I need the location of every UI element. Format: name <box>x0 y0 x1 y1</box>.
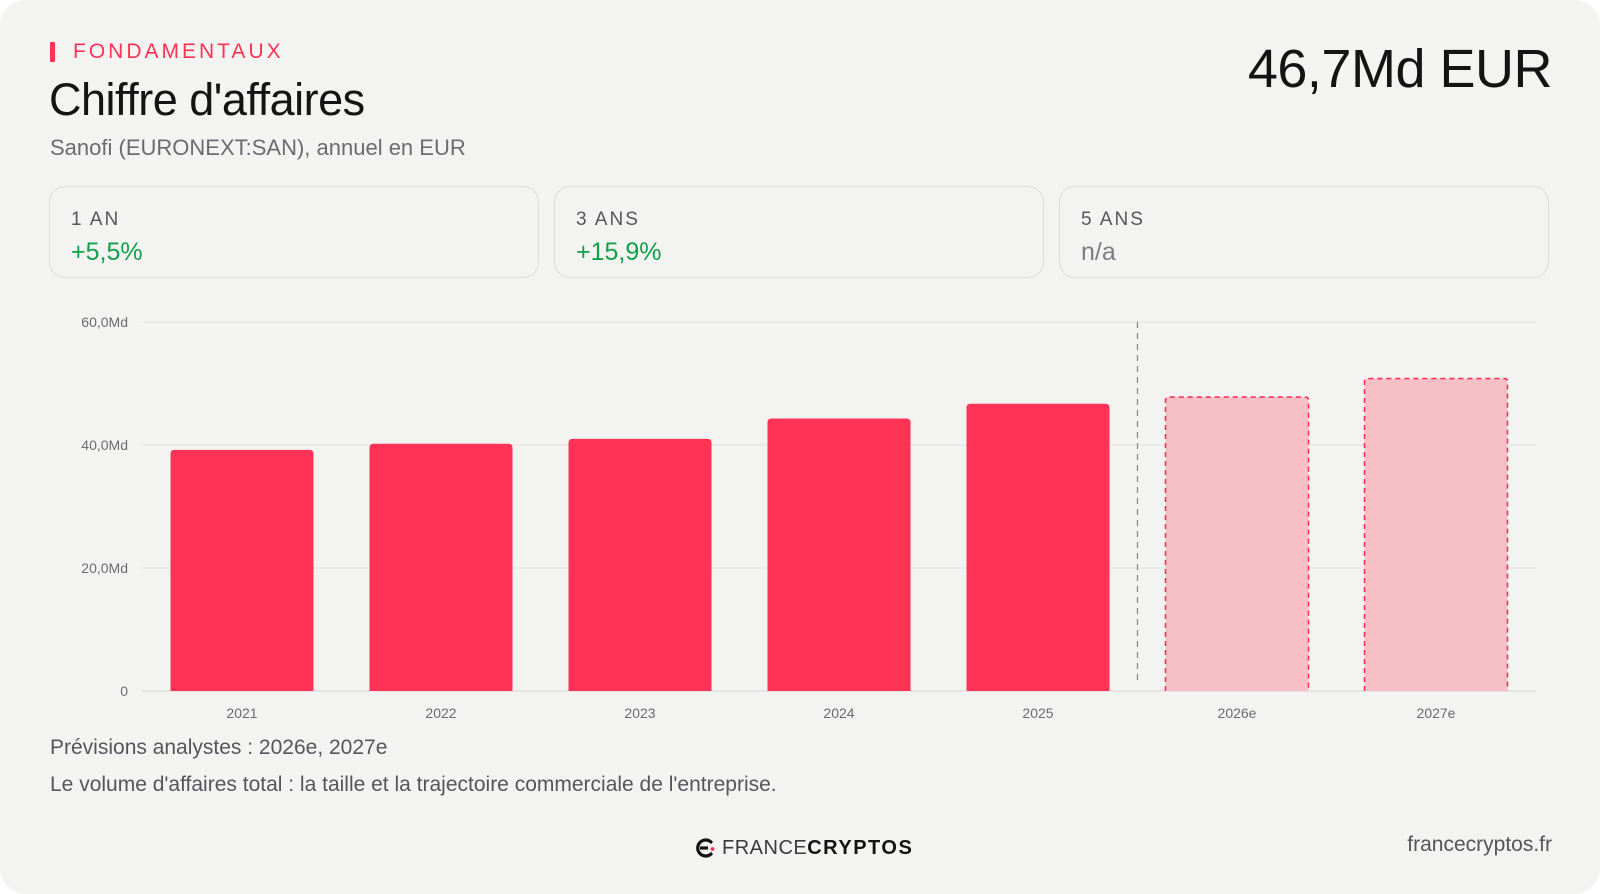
stat-label: 5 ANS <box>1081 209 1145 230</box>
bar <box>767 418 911 691</box>
x-tick-label: 2021 <box>226 705 257 721</box>
stat-label: 3 ANS <box>576 209 640 230</box>
y-tick-label: 60,0Md <box>81 314 128 330</box>
x-tick-label: 2023 <box>624 705 655 721</box>
x-tick-label: 2022 <box>425 705 456 721</box>
x-tick-label: 2025 <box>1022 705 1053 721</box>
forecast-bar <box>1164 396 1310 691</box>
site-link[interactable]: francecryptos.fr <box>1407 833 1552 856</box>
brand-logo: FRANCE CRYPTOS <box>694 833 913 863</box>
stat-value: n/a <box>1081 238 1116 266</box>
y-tick-label: 0 <box>120 683 128 699</box>
x-tick-label: 2024 <box>823 705 854 721</box>
eyebrow-label: FONDAMENTAUX <box>73 40 284 63</box>
headline-value: 46,7Md EUR <box>1247 39 1553 99</box>
bar <box>568 438 712 691</box>
logo-word-france: FRANCE <box>722 836 808 859</box>
bar <box>966 403 1110 691</box>
stat-card-3-years: 3 ANS +15,9% <box>554 186 1044 278</box>
forecast-note: Prévisions analystes : 2026e, 2027e <box>50 736 388 759</box>
section-eyebrow: FONDAMENTAUX <box>50 40 284 64</box>
accent-bar <box>50 42 55 62</box>
description-note: Le volume d'affaires total : la taille e… <box>50 773 777 796</box>
y-tick-label: 20,0Md <box>81 560 128 576</box>
stat-value: +5,5% <box>71 238 143 266</box>
revenue-bar-chart: 0 20,0Md 40,0Md 60,0Md 2021 2022 2023 2024 2025 2… <box>81 314 1536 721</box>
bar <box>369 443 513 691</box>
page-subtitle: Sanofi (EURONEXT:SAN), annuel en EUR <box>50 135 466 160</box>
x-tick-label: 2026e <box>1218 705 1257 721</box>
stat-label: 1 AN <box>71 209 121 230</box>
stat-value: +15,9% <box>576 238 662 266</box>
forecast-bar <box>1363 377 1509 691</box>
stat-card-1-year: 1 AN +5,5% <box>49 186 539 278</box>
stat-card-5-years: 5 ANS n/a <box>1059 186 1549 278</box>
page-title: Chiffre d'affaires <box>49 74 365 125</box>
logo-word-cryptos: CRYPTOS <box>807 836 914 859</box>
brand-mark-icon <box>696 838 715 858</box>
bar <box>170 449 314 691</box>
x-tick-label: 2027e <box>1417 705 1456 721</box>
y-tick-label: 40,0Md <box>81 437 128 453</box>
